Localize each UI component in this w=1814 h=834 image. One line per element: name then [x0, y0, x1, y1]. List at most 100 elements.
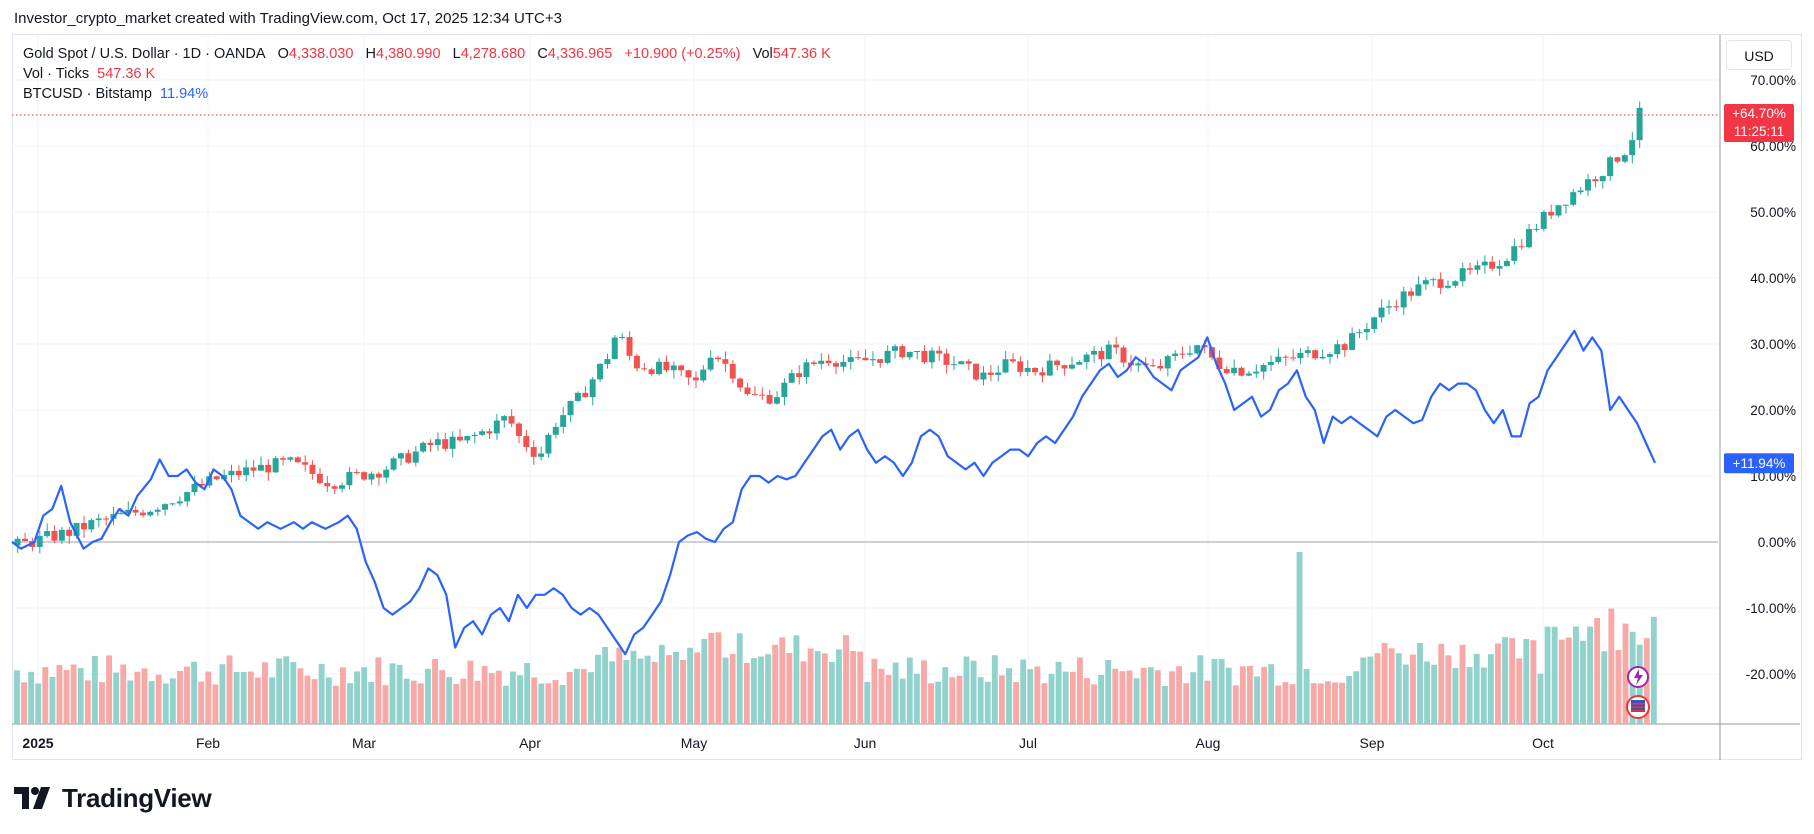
volume-bar	[1395, 653, 1402, 724]
volume-bar	[113, 672, 120, 724]
volume-bar	[595, 654, 601, 724]
volume-bar	[297, 668, 304, 724]
candle-body	[1444, 285, 1451, 288]
candle-body	[574, 392, 581, 401]
candle-body	[508, 416, 515, 424]
candle-body	[1135, 363, 1142, 366]
candle-body	[1518, 246, 1525, 248]
gold-price-tag-value: +64.70%	[1732, 106, 1786, 121]
volume-bar	[460, 678, 467, 724]
volume-bar	[354, 671, 361, 724]
candle-body	[832, 363, 839, 367]
volume-bar	[1324, 681, 1331, 724]
candle-body	[420, 442, 427, 452]
candle-body	[213, 476, 220, 480]
volume-bar	[1183, 683, 1190, 724]
chart-header: Investor_crypto_market created with Trad…	[14, 10, 562, 27]
volume-bar	[949, 677, 956, 724]
volume-bar	[1275, 685, 1282, 724]
volume-bar	[488, 673, 495, 724]
candle-body	[818, 360, 825, 364]
volume-bar	[1339, 682, 1346, 724]
candle-body	[641, 368, 648, 370]
volume-bar	[1076, 657, 1083, 724]
candle-body	[515, 423, 522, 437]
volume-bar	[14, 670, 20, 724]
volume-bar	[1027, 669, 1034, 724]
candle-body	[427, 442, 434, 446]
candle-body	[464, 436, 471, 441]
candle-body	[1297, 352, 1304, 359]
volume-bar	[1112, 668, 1119, 724]
volume-bar	[1445, 655, 1452, 724]
volume-bar	[772, 644, 779, 724]
volume-bar	[219, 664, 226, 724]
legend-btc-row[interactable]: BTCUSD · Bitstamp 11.94%	[23, 84, 831, 104]
legend-volume-value: 547.36 K	[97, 66, 156, 82]
candle-body	[412, 451, 419, 463]
candle-body	[626, 337, 633, 356]
volume-bar	[977, 677, 984, 724]
lightning-glyph-icon	[1634, 669, 1643, 685]
candle-body	[1267, 362, 1274, 366]
candle-body	[560, 415, 567, 427]
y-tick-label: 30.00%	[1750, 337, 1796, 352]
btc-line[interactable]	[11, 329, 1657, 656]
candle-body	[1437, 279, 1444, 288]
candle-body	[361, 472, 368, 480]
candle-body	[456, 436, 463, 441]
legend-volume-row[interactable]: Vol · Ticks 547.36 K	[23, 64, 831, 84]
x-tick-label: Apr	[519, 735, 541, 751]
candle-body	[139, 512, 146, 516]
candle-body	[538, 453, 545, 457]
candle-body	[154, 509, 161, 512]
volume-bar	[233, 671, 240, 724]
candle-body	[250, 467, 257, 471]
currency-button[interactable]: USD	[1726, 40, 1792, 70]
legend-volume-label[interactable]: Vol · Ticks	[23, 66, 90, 82]
candle-body	[766, 394, 773, 404]
volume-bar	[184, 666, 190, 724]
candle-body	[663, 361, 670, 371]
volume-bar	[892, 662, 899, 724]
volume-bar	[913, 673, 920, 724]
candle-body	[302, 462, 309, 465]
legend-main-row[interactable]: Gold Spot / U.S. Dollar · 1D · OANDA O4,…	[23, 44, 831, 64]
volume-bar	[1154, 670, 1161, 724]
volume-bar	[481, 666, 488, 724]
volume-bar	[1523, 639, 1530, 724]
gold-price-tag	[1724, 103, 1794, 142]
candle-body	[597, 363, 604, 380]
tradingview-logo[interactable]: TradingView	[14, 783, 212, 813]
candle-body	[51, 531, 58, 541]
candle-body	[397, 453, 404, 459]
volume-bar	[198, 681, 205, 724]
legend-symbol[interactable]: Gold Spot / U.S. Dollar · 1D · OANDA	[23, 46, 266, 62]
volume-bar	[474, 680, 481, 724]
candle-body	[803, 362, 810, 377]
candle-body	[1614, 157, 1621, 162]
candle-body	[1194, 345, 1201, 354]
candle-body	[1002, 359, 1009, 373]
candle-body	[936, 350, 943, 354]
candle-body	[825, 360, 832, 364]
candle-body	[1540, 211, 1547, 229]
volume-bar	[552, 680, 559, 724]
candle-body	[737, 378, 744, 388]
volume-bar	[1459, 644, 1466, 724]
candle-body	[1629, 140, 1636, 156]
candle-body	[375, 473, 382, 478]
candle-body	[604, 359, 611, 364]
volume-bar	[644, 655, 651, 724]
volume-bar	[878, 668, 885, 724]
volume-bar	[205, 671, 212, 724]
y-tick-label: -10.00%	[1746, 601, 1796, 616]
candle-body	[862, 357, 869, 361]
volume-bar	[283, 656, 290, 724]
candle-body	[1223, 368, 1230, 374]
candle-body	[58, 529, 65, 541]
legend-btc-label[interactable]: BTCUSD · Bitstamp	[23, 86, 152, 102]
candle-body	[1422, 280, 1429, 285]
volume-bar	[318, 664, 325, 724]
